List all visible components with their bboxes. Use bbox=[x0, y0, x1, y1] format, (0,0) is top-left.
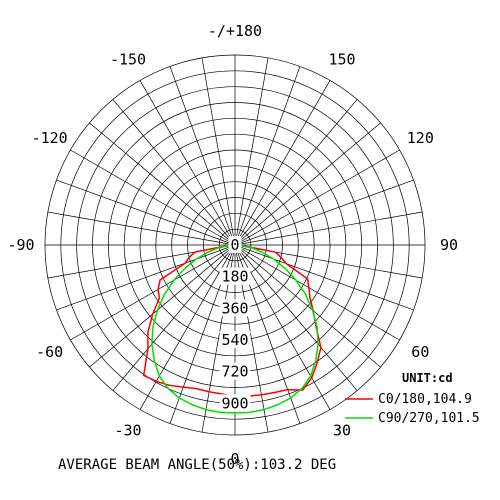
grid-spoke bbox=[70, 244, 236, 341]
beam-angle-caption: AVERAGE BEAM ANGLE(50%):103.2 DEG bbox=[58, 457, 336, 473]
grid-spoke bbox=[234, 244, 414, 311]
grid-spoke bbox=[234, 244, 381, 368]
grid-spoke bbox=[234, 122, 381, 246]
angle-tick-label: 60 bbox=[411, 343, 429, 361]
ring-tick-label: 900 bbox=[221, 394, 248, 412]
ring-tick-label: 540 bbox=[221, 331, 248, 349]
ring-label-backdrop bbox=[228, 236, 242, 253]
grid-spoke bbox=[47, 211, 236, 246]
grid-spoke bbox=[234, 244, 358, 391]
angle-tick-label: 150 bbox=[328, 51, 355, 69]
legend-unit-label: UNIT:cd bbox=[402, 371, 453, 385]
grid-spoke bbox=[234, 57, 269, 246]
grid-spoke bbox=[112, 244, 236, 391]
grid-spoke bbox=[234, 244, 331, 410]
ring-label-backdrop bbox=[219, 362, 251, 380]
ring-label-backdrop bbox=[219, 331, 251, 348]
grid-spoke bbox=[56, 244, 236, 311]
angle-tick-label: -60 bbox=[36, 343, 63, 361]
grid-spoke bbox=[234, 66, 301, 246]
grid-spoke bbox=[56, 179, 236, 246]
ring-tick-labels: 0 180 360 540 720 900 bbox=[219, 236, 251, 412]
ring-tick-label: 360 bbox=[221, 299, 248, 317]
ring-label-backdrop bbox=[219, 299, 251, 317]
ring-label-backdrop bbox=[219, 394, 251, 412]
grid-spoke bbox=[89, 122, 236, 246]
grid-spoke bbox=[234, 80, 331, 246]
grid-spoke bbox=[139, 80, 236, 246]
grid-spoke bbox=[234, 179, 414, 246]
grid-spoke bbox=[234, 99, 358, 246]
legend: UNIT:cd C0/180,104.9 C90/270,101.5 bbox=[345, 371, 480, 426]
angle-tick-label: 30 bbox=[333, 421, 351, 439]
ring-label-backdrop bbox=[219, 267, 251, 285]
angle-tick-label: -150 bbox=[110, 51, 146, 69]
angle-tick-label: -30 bbox=[114, 421, 141, 439]
grid-spoke bbox=[139, 244, 236, 410]
grid-spoke bbox=[89, 244, 236, 368]
grid-spoke bbox=[70, 149, 236, 246]
grid-spoke bbox=[169, 66, 236, 246]
angle-tick-label: -90 bbox=[7, 236, 34, 254]
angle-tick-label: -/+180 bbox=[208, 22, 262, 40]
grid-spoke bbox=[234, 149, 400, 246]
grid-spoke bbox=[112, 99, 236, 246]
ring-tick-label: 720 bbox=[221, 363, 248, 381]
ring-tick-label: 0 bbox=[230, 236, 239, 254]
legend-label-c90-270: C90/270,101.5 bbox=[378, 411, 480, 426]
grid-spoke bbox=[234, 244, 400, 341]
ring-tick-label: 180 bbox=[221, 268, 248, 286]
angle-tick-label: 0 bbox=[230, 450, 239, 468]
angle-tick-labels: 0 30 60 90 120 150 -/+180 -150 -120 -90 -60 -30 bbox=[7, 22, 458, 468]
series-curve-c90-270 bbox=[151, 244, 319, 414]
grid-spoke bbox=[234, 211, 423, 246]
angle-tick-label: 90 bbox=[440, 236, 458, 254]
angle-tick-label: -120 bbox=[32, 129, 68, 147]
angle-tick-label: 120 bbox=[407, 129, 434, 147]
grid-spoke bbox=[201, 57, 236, 246]
legend-label-c0-180: C0/180,104.9 bbox=[378, 392, 472, 407]
